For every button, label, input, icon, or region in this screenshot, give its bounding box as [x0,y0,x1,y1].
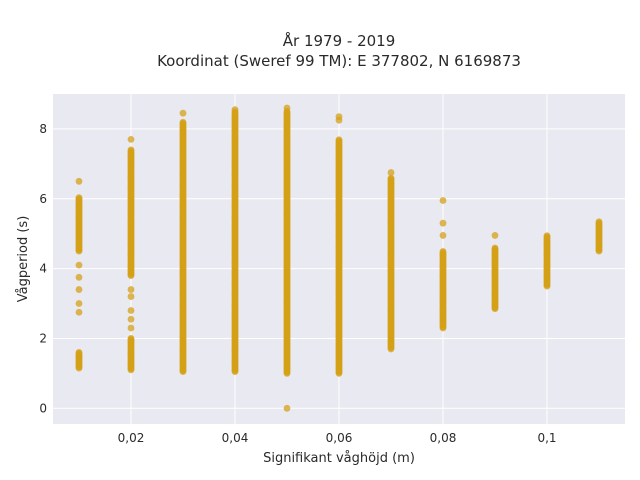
x-axis-ticks: 0,02 0,04 0,06 0,08 0,1 [118,431,557,445]
data-point [127,136,135,143]
data-point [179,109,187,117]
data-point-column [75,194,83,255]
data-point [439,197,447,204]
x-tick-label: 0,04 [222,431,249,445]
data-point [491,244,499,252]
data-point [491,232,499,239]
data-point [75,194,83,202]
data-point [75,177,83,185]
y-tick-label: 8 [39,122,47,136]
x-tick-label: 0,08 [430,431,457,445]
data-point [75,286,83,293]
data-point-column [491,244,499,313]
data-point-column [179,118,187,376]
y-tick-label: 4 [39,262,47,276]
data-point [387,169,395,176]
data-point-column [231,108,239,376]
data-point [335,116,343,124]
data-point-column [127,146,135,279]
data-point [75,300,83,307]
y-axis-ticks: 0 2 4 6 8 [39,122,47,415]
data-point-column [75,349,83,372]
data-point-column [283,108,291,377]
data-point-column [543,232,551,290]
data-point-column [387,174,395,353]
y-tick-label: 6 [39,192,47,206]
data-point [387,174,395,182]
data-point-column [335,136,343,377]
x-tick-label: 0,02 [118,431,145,445]
data-point [231,106,239,114]
y-tick-label: 0 [39,401,47,415]
chart-subtitle: Koordinat (Sweref 99 TM): E 377802, N 61… [157,52,521,70]
data-point [127,146,135,154]
data-point [283,404,291,412]
data-point [75,261,83,269]
data-point [283,104,291,112]
data-points [75,104,603,412]
chart-title: År 1979 - 2019 [283,31,396,50]
x-tick-label: 0,06 [326,431,353,445]
data-point [75,308,83,316]
data-point [595,218,603,226]
data-point [127,324,135,332]
y-axis-title: Vågperiod (s) [16,216,31,303]
data-point [439,232,447,239]
data-point [335,136,343,144]
data-point-column [595,218,603,255]
data-point [127,335,135,342]
data-point [127,293,135,300]
data-point [439,248,447,255]
data-point [543,232,551,240]
data-point [75,273,83,281]
y-tick-label: 2 [39,331,47,345]
data-point [127,286,135,293]
x-tick-label: 0,1 [537,431,556,445]
data-point [127,307,135,314]
x-axis-title: Signifikant våghöjd (m) [263,451,415,466]
data-point [179,118,187,126]
data-point-column [127,335,135,374]
data-point [127,315,135,323]
data-point [75,349,83,356]
data-point-column [439,248,447,332]
data-point [439,219,447,227]
